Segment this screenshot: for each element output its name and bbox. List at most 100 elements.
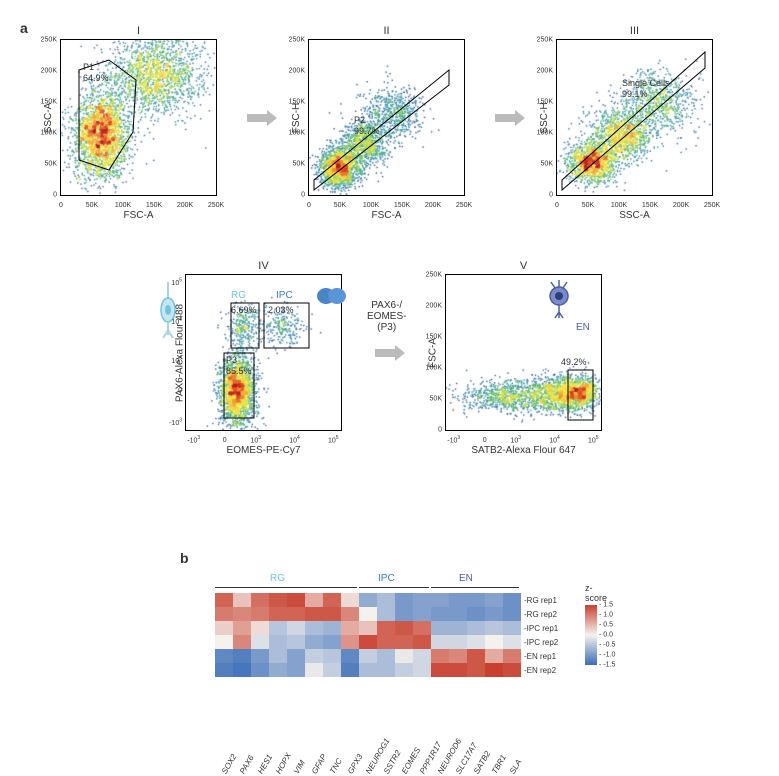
arrow-l1: PAX6-/ — [371, 300, 402, 311]
heatmap-cell — [377, 649, 395, 663]
legend-tick: - 1.5 — [599, 602, 613, 609]
heatmap-cell — [341, 649, 359, 663]
heatmap-cell — [467, 593, 485, 607]
scatter-IV: IV RG 6.69% — [185, 260, 342, 456]
heatmap-cell — [287, 663, 305, 677]
scatter-I-plot: P1 64.9% SSC-A 050K100K150K200K250K050K1… — [60, 39, 217, 196]
heatmap-cell — [269, 649, 287, 663]
heatmap-cell — [323, 593, 341, 607]
legend-tick: - -0.5 — [599, 642, 615, 649]
heatmap-cell — [485, 607, 503, 621]
heatmap-cell — [485, 635, 503, 649]
scatter-II-ylabel: FSC-H — [291, 102, 302, 133]
heatmap-cell — [341, 593, 359, 607]
heatmap-cell — [287, 621, 305, 635]
scatter-V-xlabel: SATB2-Alexa Flour 647 — [445, 445, 602, 456]
heatmap-cell — [215, 635, 233, 649]
heatmap-group-label: EN — [459, 573, 473, 584]
heatmap-cell — [251, 635, 269, 649]
scatter-V-ylabel: FSC-A — [428, 338, 439, 368]
scatter-III-title: III — [556, 25, 713, 37]
heatmap-cell — [503, 621, 521, 635]
heatmap-cell — [251, 663, 269, 677]
figure-root: a b I P1 64.9% SSC-A 050K100K150K200K250… — [20, 20, 759, 753]
heatmap-group-label: RG — [270, 573, 285, 584]
legend-tick: - -1.0 — [599, 652, 615, 659]
heatmap-cell — [485, 621, 503, 635]
legend-tick: - -1.5 — [599, 662, 615, 669]
heatmap-cell — [467, 635, 485, 649]
scatter-II-plot: P2 99.7% FSC-H 050K100K150K200K250K050K1… — [308, 39, 465, 196]
heatmap-cell — [467, 607, 485, 621]
heatmap-cell — [359, 649, 377, 663]
heatmap-cell — [359, 663, 377, 677]
scatter-III-plot: Single Cells 99.1% SSC-H 050K100K150K200… — [556, 39, 713, 196]
scatter-III-gate — [557, 40, 712, 195]
arrow-4-5 — [375, 340, 405, 368]
heatmap-cell — [215, 621, 233, 635]
heatmap-cell — [323, 635, 341, 649]
heatmap-cell — [341, 635, 359, 649]
heatmap-cell — [233, 607, 251, 621]
heatmap-cell — [449, 621, 467, 635]
heatmap-cell — [413, 593, 431, 607]
heatmap-cell — [449, 649, 467, 663]
panel-label-a: a — [20, 20, 28, 36]
heatmap-cell — [395, 663, 413, 677]
scatter-V-gate — [446, 275, 601, 430]
p3-label: P3 85.5% — [226, 355, 252, 377]
en-pop-label: EN — [576, 322, 590, 333]
heatmap-cell — [341, 621, 359, 635]
heatmap-row-label: -EN rep1 — [521, 649, 558, 663]
heatmap-cell — [431, 593, 449, 607]
en-cell-icon — [541, 278, 577, 320]
gate-single: Single Cells 99.1% — [622, 78, 670, 100]
heatmap-cell — [359, 607, 377, 621]
scatter-IV-plot: RG 6.69% IPC 2.03% P3 85.5% PAX6-Alexa F… — [185, 274, 342, 431]
heatmap-cell — [215, 649, 233, 663]
arrow-l2: EOMES- — [367, 311, 406, 322]
heatmap-cell — [323, 607, 341, 621]
heatmap-cell — [233, 621, 251, 635]
ipc-pop-label: IPC — [276, 290, 293, 301]
gate-single-pct: 99.1% — [622, 89, 648, 99]
heatmap-cell — [251, 621, 269, 635]
heatmap-cell — [377, 607, 395, 621]
heatmap-legend: z-score - 1.5- 1.0- 0.5- 0.0- -0.5- -1.0… — [585, 583, 607, 665]
heatmap-cell — [395, 649, 413, 663]
gate-P1-pct: 64.9% — [83, 73, 109, 83]
heatmap-cell — [431, 607, 449, 621]
heatmap-cell — [485, 649, 503, 663]
heatmap-cell — [323, 663, 341, 677]
heatmap-cell — [287, 649, 305, 663]
heatmap-row-label: -RG rep1 — [521, 593, 558, 607]
heatmap-col-label: HOPX — [274, 751, 293, 775]
gate-P2: P2 99.7% — [354, 115, 380, 137]
heatmap-cell — [269, 607, 287, 621]
panel-label-b: b — [180, 550, 189, 566]
scatter-I: I P1 64.9% SSC-A 050K100K150K200K250K050… — [60, 25, 217, 221]
en-pct: 49.2% — [561, 357, 587, 368]
legend-tick: - 1.0 — [599, 612, 613, 619]
scatter-II-title: II — [308, 25, 465, 37]
heatmap-cell — [503, 635, 521, 649]
heatmap-col-label: PAX6 — [238, 754, 256, 776]
heatmap-cell — [377, 635, 395, 649]
arrow-1-2 — [247, 105, 277, 133]
heatmap-cell — [305, 593, 323, 607]
heatmap-cell — [503, 593, 521, 607]
heatmap-cell — [485, 593, 503, 607]
heatmap-cell — [323, 649, 341, 663]
heatmap-wrap: RGIPCEN SOX2PAX6HES1HOPXVIMGFAPTNCGPX3NE… — [215, 575, 521, 659]
heatmap-cell — [395, 635, 413, 649]
heatmap-cell — [449, 635, 467, 649]
ipc-pct: 2.03% — [268, 305, 294, 316]
scatter-III-ylabel: SSC-H — [539, 102, 550, 133]
heatmap-cell — [233, 649, 251, 663]
gate-P1: P1 64.9% — [83, 62, 109, 84]
heatmap-col-label: TBR1 — [490, 753, 508, 775]
scatter-III: III Single Cells 99.1% SSC-H 050K100K150… — [556, 25, 713, 221]
heatmap-cell — [359, 621, 377, 635]
p3-name: P3 — [226, 355, 237, 365]
heatmap-cell — [233, 663, 251, 677]
